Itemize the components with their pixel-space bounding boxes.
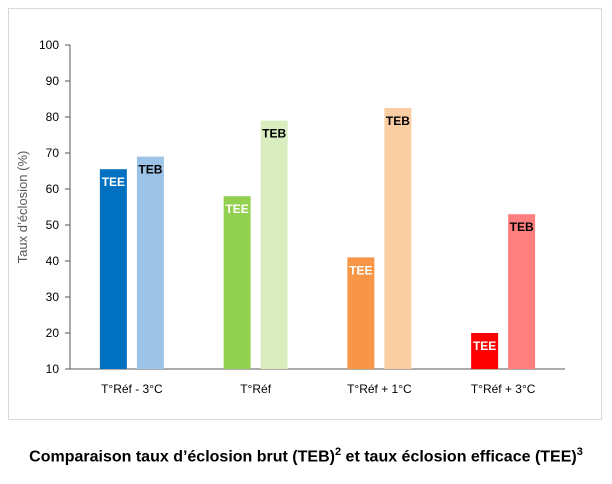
y-tick-label: 30 xyxy=(46,290,60,304)
y-tick-label: 20 xyxy=(46,326,60,340)
y-tick-label: 50 xyxy=(46,218,60,232)
y-tick-label: 40 xyxy=(46,254,60,268)
chart-caption: Comparaison taux d’éclosion brut (TEB)2 … xyxy=(0,446,612,466)
x-tick-label: T°Réf + 3°C xyxy=(471,382,536,396)
bar-label-tee: TEE xyxy=(225,202,248,216)
x-tick-label: T°Réf xyxy=(240,382,271,396)
x-tick-label: T°Réf + 1°C xyxy=(347,382,412,396)
bar-teb xyxy=(384,108,412,369)
bar-teb xyxy=(508,214,536,369)
bar-teb xyxy=(136,156,164,369)
bar-label-teb: TEB xyxy=(386,114,410,128)
caption-footnote-3: 3 xyxy=(576,446,583,458)
y-tick-label: 80 xyxy=(46,110,60,124)
y-tick-label: 90 xyxy=(46,74,60,88)
bar-teb xyxy=(260,120,288,369)
bar-tee xyxy=(347,257,375,369)
y-tick-label: 70 xyxy=(46,146,60,160)
chart-frame xyxy=(8,8,602,420)
bar-tee xyxy=(471,333,499,369)
bar-label-teb: TEB xyxy=(138,163,162,177)
bar-label-tee: TEE xyxy=(473,339,496,353)
bar-label-tee: TEE xyxy=(102,175,125,189)
y-axis-label: Taux d’éclosion (%) xyxy=(15,151,30,264)
y-tick-label: 10 xyxy=(46,362,60,376)
bar-chart: 10 20 30 40 50 60 70 80 90 100 Taux d’éclosion (%)… xyxy=(15,38,565,396)
bar-label-tee: TEE xyxy=(349,263,372,277)
caption-text-teb: Comparaison taux d’éclosion brut (TEB) xyxy=(29,448,335,466)
bar-tee xyxy=(223,196,251,369)
bar-tee xyxy=(99,169,127,369)
y-tick-label: 100 xyxy=(39,38,59,52)
bar-label-teb: TEB xyxy=(262,127,286,141)
caption-text-tee: et taux éclosion efficace (TEE) xyxy=(341,448,577,466)
y-tick-label: 60 xyxy=(46,182,60,196)
x-tick-label: T°Réf - 3°C xyxy=(101,382,163,396)
bar-label-teb: TEB xyxy=(510,220,534,234)
caption-footnote-2: 2 xyxy=(334,446,342,458)
